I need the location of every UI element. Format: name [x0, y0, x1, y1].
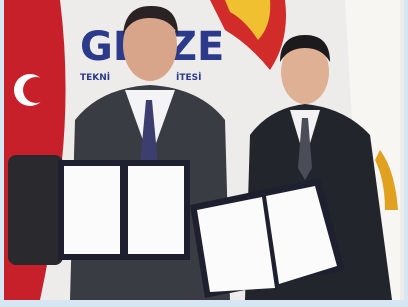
flag-crescent-cut	[23, 77, 49, 103]
chair	[8, 155, 63, 265]
document	[64, 166, 120, 254]
document	[128, 166, 184, 254]
logo-subtitle: TEKNİ	[80, 72, 110, 83]
frame-bottom	[0, 300, 408, 307]
logo-subtitle: İTESİ	[176, 72, 201, 83]
document	[197, 197, 275, 292]
photo: GE ZE TEKNİ İTESİ	[0, 0, 408, 307]
page: GE ZE TEKNİ İTESİ (() => { const data = …	[0, 0, 408, 307]
